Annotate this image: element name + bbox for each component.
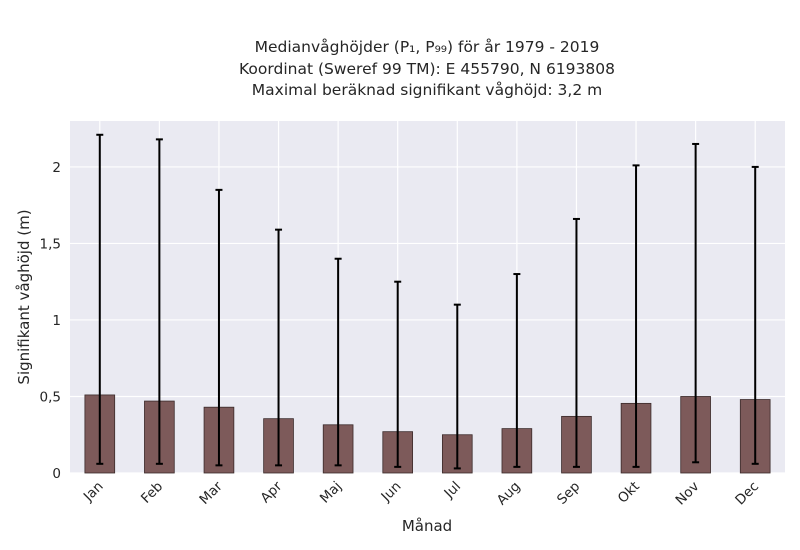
title-line-1: Medianvåghöjder (P₁, P₉₉) för år 1979 - … — [255, 38, 600, 56]
error-bars — [96, 133, 759, 470]
x-tick-label: Aug — [494, 479, 524, 509]
x-tick-label: Jul — [441, 479, 465, 503]
x-axis-ticks: Jan Feb Mar Apr Maj Jun Jul Aug Sep Okt Nov Dec — [80, 478, 762, 508]
title-line-3: Maximal beräknad signifikant våghöjd: 3,… — [252, 81, 602, 99]
x-axis-label: Månad — [402, 517, 452, 535]
y-tick-label: 2 — [52, 160, 61, 176]
x-tick-label: Jan — [80, 479, 107, 506]
x-tick-label: Apr — [258, 478, 286, 506]
y-axis-label: Signifikant våghöjd (m) — [15, 209, 33, 384]
y-tick-label: 0,5 — [40, 389, 61, 405]
x-tick-label: Nov — [673, 479, 703, 509]
title-line-2: Koordinat (Sweref 99 TM): E 455790, N 61… — [239, 60, 615, 78]
plot-area — [70, 121, 785, 473]
x-tick-label: Maj — [317, 479, 345, 507]
y-tick-label: 1 — [52, 313, 61, 329]
y-tick-label: 1,5 — [40, 236, 61, 252]
chart-title: Medianvåghöjder (P₁, P₉₉) för år 1979 - … — [239, 38, 615, 99]
y-tick-label: 0 — [52, 466, 61, 482]
x-tick-label: Okt — [615, 479, 643, 507]
x-tick-label: Feb — [138, 479, 166, 507]
y-axis-ticks: 0 0,5 1 1,5 2 — [40, 160, 61, 482]
x-tick-label: Jun — [378, 479, 405, 506]
x-tick-label: Dec — [732, 479, 762, 509]
x-tick-label: Mar — [196, 478, 226, 508]
x-tick-label: Sep — [554, 479, 583, 508]
